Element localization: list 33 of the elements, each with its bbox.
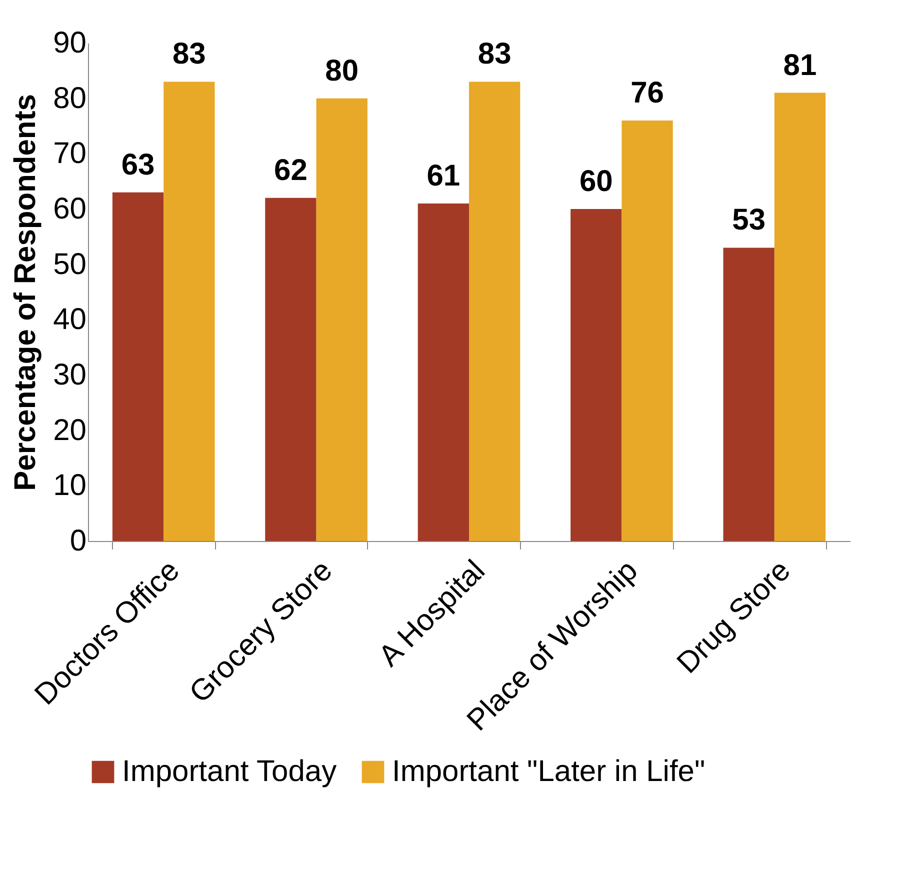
data-label: 63	[121, 148, 155, 182]
bar	[418, 203, 469, 541]
y-tick-label: 50	[53, 248, 86, 281]
y-tick-label: 70	[53, 137, 86, 170]
y-tick-label: 40	[53, 303, 86, 336]
bar	[570, 209, 622, 541]
data-label: 80	[325, 54, 359, 88]
legend-label: Important Today	[122, 755, 337, 788]
y-tick-label: 80	[53, 82, 86, 115]
y-tick-label: 90	[53, 26, 86, 60]
legend-label: Important "Later in Life"	[392, 755, 706, 788]
bar	[469, 82, 520, 541]
data-label: 81	[783, 48, 817, 82]
bar	[112, 192, 164, 541]
y-tick-label: 10	[53, 469, 86, 502]
y-axis-title: Percentage of Respondents	[9, 94, 42, 491]
bar	[316, 98, 368, 541]
bar	[723, 248, 774, 541]
y-tick-label: 30	[53, 358, 86, 392]
data-label: 60	[579, 165, 613, 198]
data-label: 83	[172, 38, 206, 71]
data-label: 83	[478, 38, 512, 71]
bar	[265, 198, 316, 541]
y-tick-label: 0	[70, 524, 86, 558]
y-tick-label: 60	[53, 192, 86, 226]
bar	[774, 92, 826, 541]
y-tick-label: 20	[53, 414, 86, 447]
data-label: 61	[426, 159, 460, 192]
data-label: 76	[630, 76, 664, 110]
data-label: 53	[732, 204, 766, 237]
bar	[164, 82, 215, 541]
bar	[622, 120, 673, 541]
data-label: 62	[274, 154, 308, 187]
